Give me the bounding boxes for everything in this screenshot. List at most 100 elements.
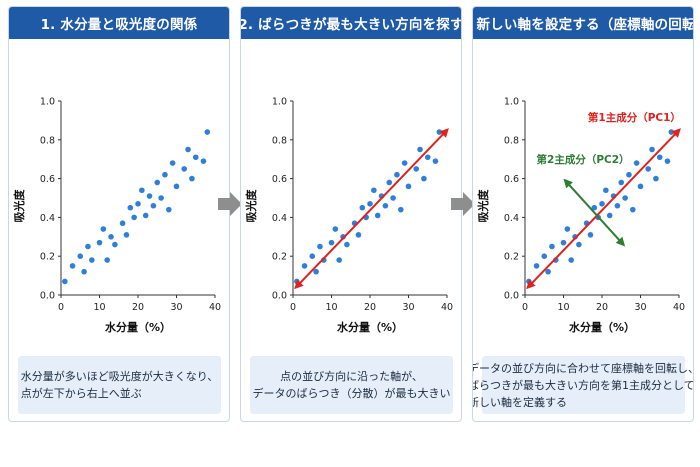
data-point xyxy=(436,129,443,135)
pc1-label: 第1主成分（PC1） xyxy=(588,111,681,124)
caption-line: ばらつきが最も大きい方向を第1主成分として xyxy=(472,378,694,392)
x-axis-label: 水分量（%） xyxy=(105,320,171,334)
data-point xyxy=(386,179,393,186)
data-point xyxy=(413,166,419,172)
data-point xyxy=(181,166,187,172)
x-axis-label: 水分量（%） xyxy=(569,320,635,334)
data-point xyxy=(69,263,76,269)
data-point xyxy=(630,206,636,213)
data-point xyxy=(664,158,671,164)
data-point xyxy=(185,146,191,153)
panel-1-title: 1. 水分量と吸光度の関係 xyxy=(9,7,229,39)
data-point xyxy=(405,183,412,190)
data-point xyxy=(606,212,613,219)
panel-2-title: 2. ばらつきが最も大きい方向を探す xyxy=(241,7,461,39)
data-point xyxy=(355,232,362,238)
data-point xyxy=(135,201,141,207)
y-axis-label: 吸光度 xyxy=(476,189,490,223)
scatter-chart-1: 0 10 20 30 40 0.0 0.2 0.4 0.6 0.8 1.0 水分量（%） 吸光度 xyxy=(12,97,221,335)
scatter-chart-2: 0 10 20 30 40 0.0 0.2 0.4 0.6 0.8 1.0 水分量（%） 吸光度 xyxy=(244,97,453,335)
pc1-arrow-head-end xyxy=(439,128,449,138)
x-tick-label: 10 xyxy=(93,302,105,313)
pc1-arrow-head-start xyxy=(294,279,304,290)
panel-2-caption: 点の並び方向に沿った軸が、 データのばらつき（分散）が最も大きい xyxy=(250,356,453,414)
data-point xyxy=(146,193,153,199)
data-point xyxy=(104,257,110,263)
data-point xyxy=(653,175,659,182)
data-point xyxy=(359,204,366,211)
caption-line: 水分量が多いほど吸光度が大きくなり、 xyxy=(20,370,219,383)
y-tick-label: 1.0 xyxy=(40,97,55,108)
data-point xyxy=(618,179,625,186)
panel-3: 3. 新しい軸を設定する（座標軸の回転） 0102030400.00.20.40… xyxy=(472,6,694,422)
data-point xyxy=(328,239,335,246)
data-point xyxy=(649,146,655,153)
data-point xyxy=(166,206,172,213)
data-point xyxy=(309,253,316,259)
caption-line: 新しい軸を定義する xyxy=(472,395,567,409)
y-axis-label: 吸光度 xyxy=(244,189,258,223)
data-point xyxy=(633,160,640,166)
data-point xyxy=(204,129,211,135)
caption-line: データのばらつき（分散）が最も大きい xyxy=(252,387,451,400)
y-tick-label: 0.6 xyxy=(272,174,287,185)
panel-3-caption: データの並び方向に合わせて座標軸を回転し、 ばらつきが最も大きい方向を第1主成分… xyxy=(473,356,693,414)
data-point xyxy=(560,239,567,246)
data-point xyxy=(62,278,68,285)
y-tick-label: 0.2 xyxy=(40,252,55,263)
panel-3-title: 3. 新しい軸を設定する（座標軸の回転） xyxy=(473,7,693,39)
data-point xyxy=(85,243,91,250)
data-point xyxy=(336,257,342,263)
next-step-arrow-icon xyxy=(218,192,242,216)
x-tick-label: 30 xyxy=(170,302,182,313)
data-point xyxy=(313,268,319,275)
data-point xyxy=(424,154,431,161)
data-point xyxy=(614,202,621,209)
data-point xyxy=(189,175,195,182)
y-tick-label: 0.6 xyxy=(40,174,55,185)
y-tick-label: 1.0 xyxy=(272,97,287,108)
data-point xyxy=(668,129,675,135)
data-point xyxy=(344,241,350,248)
y-tick-label: 0.4 xyxy=(272,213,287,224)
data-point xyxy=(432,158,439,164)
data-point xyxy=(200,158,207,164)
data-point xyxy=(622,195,628,201)
x-tick-label: 20 xyxy=(596,302,608,313)
next-step-arrow-icon xyxy=(451,192,475,216)
data-point xyxy=(173,183,180,190)
x-axis-label: 水分量（%） xyxy=(337,320,403,334)
data-point xyxy=(127,204,134,211)
caption-line: データの並び方向に合わせて座標軸を回転し、 xyxy=(472,361,694,375)
data-point xyxy=(139,187,145,194)
x-tick-label: 0 xyxy=(522,302,528,313)
x-tick-label: 10 xyxy=(325,302,337,313)
data-point xyxy=(158,195,164,201)
y-tick-label: 0.4 xyxy=(40,213,55,224)
pc1-arrow-head-start xyxy=(526,279,536,290)
panel-1: 1. 水分量と吸光度の関係 0 10 20 30 40 0.0 0.2 0.4 0.6 0.8 1.… xyxy=(8,6,230,422)
data-point xyxy=(131,214,137,221)
data-point xyxy=(401,160,408,166)
data-point xyxy=(89,257,95,263)
data-point xyxy=(142,212,149,219)
data-point xyxy=(96,239,103,246)
data-point xyxy=(301,263,308,269)
data-point xyxy=(382,202,389,209)
data-point xyxy=(599,201,605,207)
data-point xyxy=(154,179,161,186)
y-tick-label: 0.8 xyxy=(272,135,287,146)
y-tick-label: 0.2 xyxy=(272,252,287,263)
data-point xyxy=(603,187,609,194)
data-point xyxy=(192,154,199,161)
data-point xyxy=(81,268,87,275)
data-point xyxy=(398,206,404,213)
pc1-arrow-line xyxy=(529,131,678,286)
data-point xyxy=(549,243,555,250)
data-point xyxy=(162,171,168,178)
x-tick-label: 10 xyxy=(557,302,569,313)
scatter-chart-3: 0 10 20 30 40 0.0 0.2 0.4 0.6 0.8 1.0 水分量（%） 吸光度 第1主成… xyxy=(476,97,685,335)
data-point xyxy=(591,204,598,211)
y-tick-label: 0.8 xyxy=(504,135,519,146)
y-tick-label: 0.2 xyxy=(504,252,519,263)
